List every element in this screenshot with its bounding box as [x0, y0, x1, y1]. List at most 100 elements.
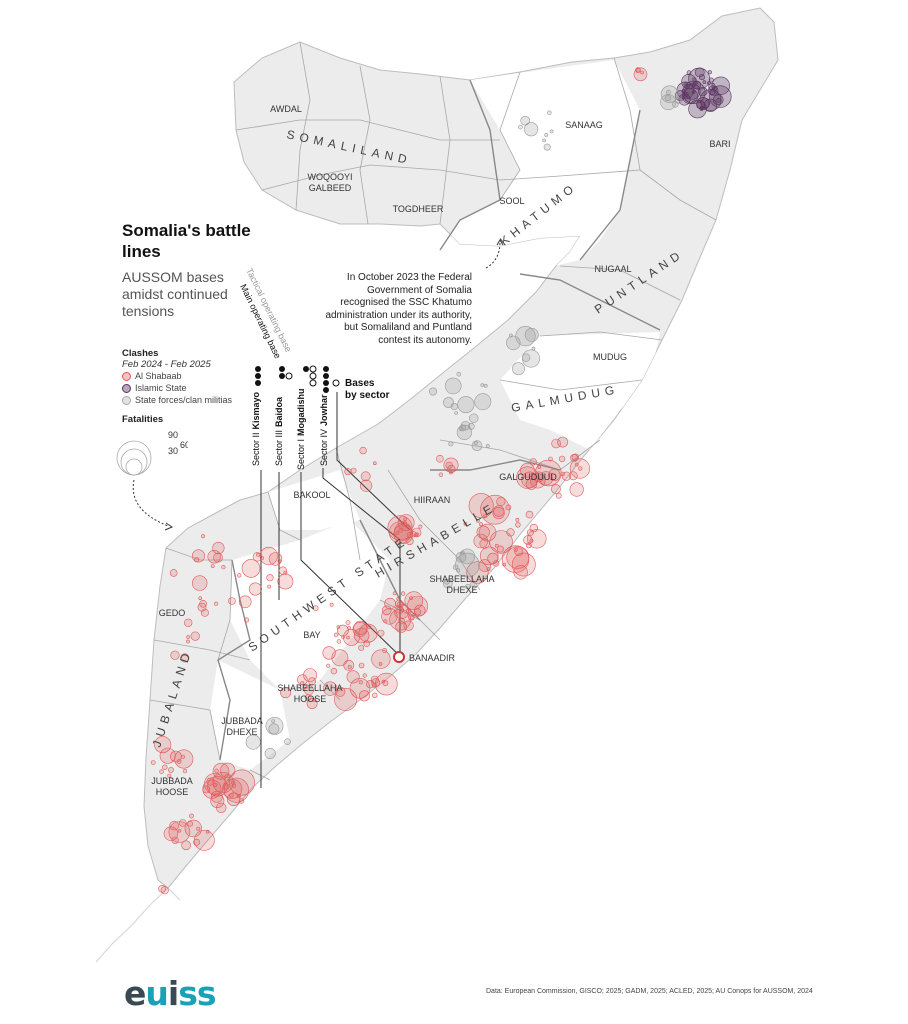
clash-marker: [201, 534, 206, 539]
sector-i-label: Sector IMogadishu: [296, 388, 306, 470]
clash-marker: [214, 601, 219, 606]
region-sanaag: SANAAG: [565, 120, 603, 130]
clash-marker: [226, 792, 241, 806]
clash-marker: [543, 143, 551, 151]
clash-marker: [216, 802, 227, 813]
clash-marker: [271, 719, 276, 724]
clash-marker: [277, 573, 294, 590]
clash-marker: [443, 457, 459, 473]
clash-marker: [524, 327, 539, 342]
clash-marker: [266, 574, 274, 582]
clash-marker: [561, 471, 572, 481]
euiss-logo: euiss: [124, 974, 217, 1013]
clash-marker: [306, 698, 318, 709]
clash-marker: [409, 615, 415, 621]
region-bay: BAY: [303, 630, 320, 640]
state-forces-swatch: [122, 395, 131, 405]
clash-marker: [167, 773, 172, 778]
clash-marker: [190, 631, 200, 641]
jubbada-dhexe-area: [210, 660, 290, 770]
clash-marker: [392, 591, 397, 596]
clash-marker: [518, 124, 523, 130]
legend-item-al-shabaab: Al Shabaab: [122, 370, 262, 382]
clash-marker: [374, 672, 398, 696]
clash-marker: [505, 504, 512, 511]
clash-marker: [184, 618, 193, 627]
clash-marker: [468, 493, 494, 519]
bases-by-sector-label: Bases by sector: [345, 378, 390, 401]
clash-marker: [400, 591, 406, 596]
clash-marker: [698, 86, 708, 97]
clash-marker: [193, 838, 201, 846]
clash-marker: [358, 623, 378, 643]
clash-marker: [372, 461, 377, 466]
clash-marker: [160, 886, 169, 895]
clash-marker: [479, 538, 490, 549]
clash-marker: [384, 597, 396, 610]
clash-marker: [444, 377, 462, 395]
clash-marker: [200, 608, 209, 617]
clash-marker: [186, 635, 190, 639]
clash-marker: [353, 627, 370, 644]
clash-marker: [277, 559, 282, 563]
clash-marker: [381, 608, 398, 625]
clash-marker: [527, 529, 547, 549]
clash-marker: [520, 115, 531, 126]
clash-marker: [196, 826, 201, 831]
clash-marker: [514, 547, 524, 556]
legend-period: Feb 2024 - Feb 2025: [122, 359, 211, 370]
sector-iii-label: Sector IIIBaidoa: [274, 396, 284, 466]
clash-marker: [403, 517, 407, 522]
clash-marker: [210, 793, 225, 808]
clash-marker: [378, 662, 383, 666]
clash-marker: [170, 650, 180, 660]
clash-marker: [496, 545, 504, 553]
clash-marker: [460, 421, 471, 431]
clash-marker: [252, 552, 263, 562]
clash-marker: [362, 673, 367, 678]
clash-marker: [358, 680, 363, 685]
clash-marker: [702, 80, 707, 84]
clash-marker: [168, 767, 174, 773]
legend: Clashes Feb 2024 - Feb 2025 Al Shabaab I…: [122, 348, 262, 425]
clash-marker: [478, 523, 497, 542]
chart-title: Somalia's battle lines: [122, 221, 251, 261]
clash-marker: [459, 548, 476, 565]
region-bakool: BAKOOL: [293, 490, 330, 500]
data-source: Data: European Commission, GISCO; 2025; …: [486, 988, 813, 995]
clash-marker: [333, 632, 339, 638]
clash-marker: [345, 620, 351, 625]
clash-marker: [476, 518, 480, 523]
clash-marker: [377, 629, 385, 637]
clash-marker: [708, 77, 714, 83]
clash-marker: [154, 736, 172, 754]
clash-marker: [494, 543, 499, 548]
clash-marker: [520, 462, 535, 478]
clash-marker: [479, 546, 499, 566]
clash-marker: [331, 649, 349, 667]
clash-marker: [525, 510, 534, 519]
clash-marker: [452, 564, 459, 570]
clash-marker: [686, 70, 692, 75]
clash-marker: [184, 819, 203, 838]
clash-marker: [224, 777, 250, 803]
clash-marker: [284, 738, 291, 746]
al-shabaab-swatch: [122, 371, 131, 381]
clash-marker: [170, 750, 182, 763]
clash-marker: [493, 505, 505, 517]
clash-marker: [372, 692, 378, 698]
clash-marker: [395, 621, 407, 633]
clash-marker: [549, 129, 554, 134]
region-labels: AWDAL WOQOOYI GALBEED TOGDHEER SOOL SANAA…: [151, 104, 730, 797]
clash-marker: [176, 759, 182, 764]
clash-marker: [445, 461, 453, 469]
clash-marker: [463, 521, 468, 526]
clash-marker: [548, 456, 553, 462]
clash-marker: [506, 528, 515, 537]
clash-marker: [548, 468, 561, 482]
clash-marker: [456, 371, 462, 377]
region-galguduud: GALGUDUUD: [499, 472, 557, 482]
clash-marker: [574, 462, 579, 467]
clash-marker: [678, 93, 691, 106]
clash-markers: [150, 67, 732, 895]
